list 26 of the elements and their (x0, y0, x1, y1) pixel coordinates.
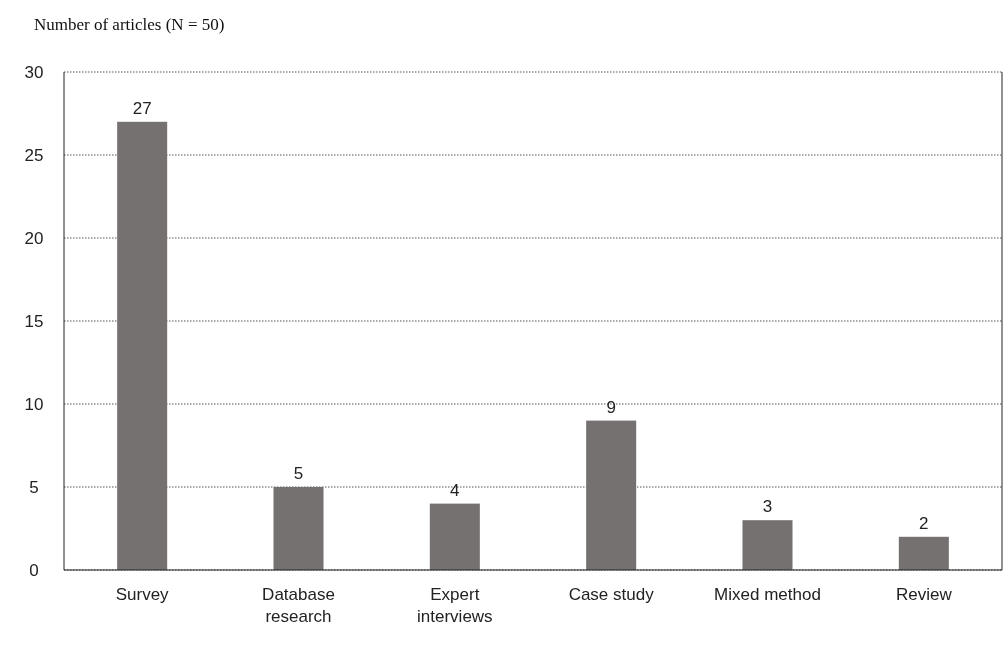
x-tick-label: Survey (115, 585, 170, 604)
y-tick-label: 15 (24, 312, 44, 331)
x-tick-label: Expert interviews (417, 585, 493, 626)
chart-title: Number of articles (N = 50) (34, 15, 225, 34)
data-label: 5 (293, 464, 304, 483)
data-label: 9 (606, 397, 616, 417)
data-label: 2 (919, 513, 929, 533)
x-tick-label: Database research (262, 585, 335, 626)
y-tick-label: 10 (24, 395, 44, 414)
x-tick-label: Case study (568, 585, 655, 604)
bar (742, 520, 793, 570)
bar (586, 420, 637, 570)
x-tick-label: Mixed method (714, 585, 821, 604)
x-tick-label: Review (895, 585, 953, 604)
bar (898, 536, 949, 570)
bar (429, 503, 480, 570)
y-tick-label: 30 (24, 63, 44, 82)
y-tick-label: 5 (29, 478, 39, 497)
data-label: 27 (132, 98, 152, 118)
bar (273, 487, 324, 570)
bar (117, 121, 168, 570)
y-tick-label: 20 (24, 229, 44, 248)
y-tick-label: 25 (24, 146, 44, 165)
y-tick-label: 0 (29, 561, 39, 580)
data-label: 3 (762, 497, 773, 517)
data-label: 4 (450, 480, 460, 500)
